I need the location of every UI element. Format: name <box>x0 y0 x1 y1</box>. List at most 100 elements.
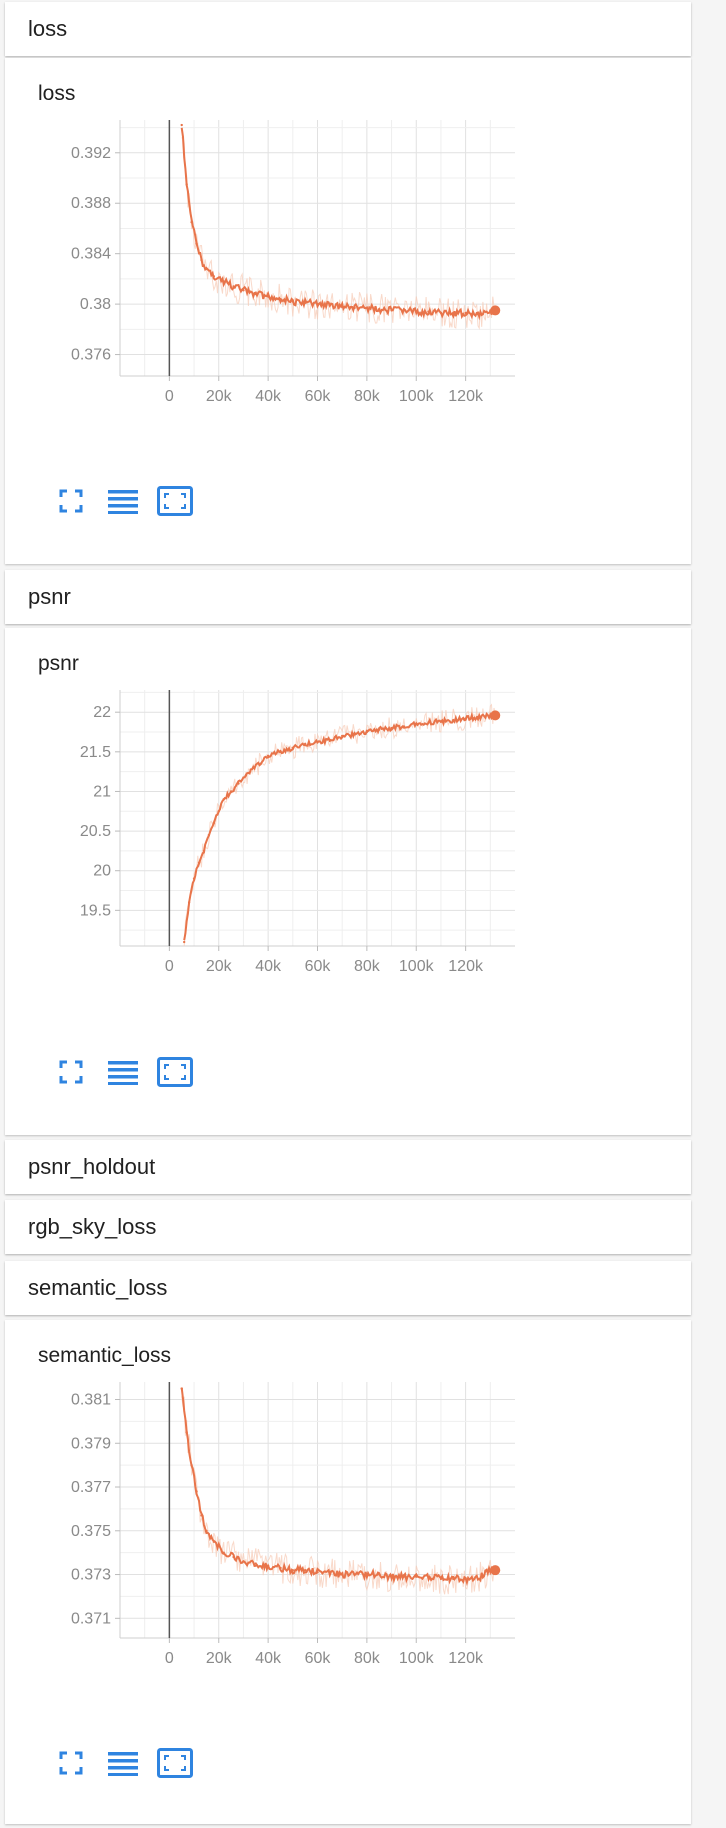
data-point <box>291 1568 295 1572</box>
data-point <box>378 307 381 311</box>
data-list-icon <box>108 1752 138 1776</box>
y-tick-label: 0.376 <box>71 347 111 364</box>
data-point <box>365 306 369 310</box>
y-tick-label: 0.384 <box>71 246 111 263</box>
data-point <box>316 741 319 744</box>
fullscreen-icon <box>59 489 83 513</box>
x-tick-label: 120k <box>448 1650 484 1667</box>
data-point <box>340 734 344 738</box>
series-raw-line <box>181 1396 496 1595</box>
y-tick-label: 0.375 <box>71 1523 111 1540</box>
chart-title: loss <box>38 82 76 105</box>
data-point <box>390 1575 393 1578</box>
data-point <box>217 810 220 813</box>
series-end-marker <box>490 710 501 721</box>
fullscreen-button[interactable] <box>53 1054 89 1090</box>
data-point <box>212 1540 216 1543</box>
data-point <box>200 258 203 262</box>
data-point <box>237 782 240 785</box>
pane-header-psnr[interactable]: psnr <box>5 570 691 624</box>
series-line <box>180 1387 497 1587</box>
x-tick-label: 80k <box>354 958 381 975</box>
data-point <box>291 300 295 303</box>
data-point <box>476 313 480 316</box>
data-list-button[interactable] <box>105 1054 141 1090</box>
fullscreen-button[interactable] <box>53 1745 89 1781</box>
y-tick-label: 21.5 <box>80 744 111 761</box>
data-point <box>365 730 369 734</box>
x-tick-label: 120k <box>448 388 484 405</box>
y-tick-label: 0.392 <box>71 145 111 162</box>
chart-card-semantic-loss: semantic_loss 0.371 0.373 0.375 0.377 0.379 0… <box>5 1320 691 1824</box>
x-tick-label: 40k <box>255 1650 282 1667</box>
data-point <box>415 1575 418 1578</box>
data-list-icon <box>108 490 138 514</box>
x-tick-label: 100k <box>399 388 435 405</box>
data-point <box>254 1562 257 1565</box>
y-tick-label: 0.377 <box>71 1479 111 1496</box>
series-line <box>183 711 497 941</box>
series-end-marker <box>490 1565 501 1576</box>
y-tick-label: 0.371 <box>71 1610 111 1627</box>
data-point <box>464 717 467 720</box>
data-point <box>439 720 443 723</box>
fit-domain-button[interactable] <box>157 1054 193 1090</box>
data-list-button[interactable] <box>105 483 141 519</box>
y-tick-label: 19.5 <box>80 902 111 919</box>
x-tick-label: 40k <box>255 958 282 975</box>
fit-domain-button[interactable] <box>157 1745 193 1781</box>
pane-header-loss[interactable]: loss <box>5 2 691 56</box>
psnr-chart[interactable]: 19.5 20 20.5 21 21.5 22 0 20k 40k 60k 80k 100k 120k <box>5 628 691 1088</box>
chart-title: psnr <box>38 652 79 675</box>
data-point <box>328 304 332 307</box>
x-tick-label: 0 <box>165 388 174 405</box>
data-point <box>476 1577 480 1581</box>
data-point <box>266 754 270 757</box>
fit-domain-button[interactable] <box>157 483 193 519</box>
data-point <box>254 292 257 296</box>
semantic-loss-chart[interactable]: 0.371 0.373 0.375 0.377 0.379 0.381 0 20k 40k 60k… <box>5 1320 691 1780</box>
pane-header-psnr-holdout[interactable]: psnr_holdout <box>5 1140 691 1194</box>
data-point <box>180 123 183 127</box>
x-tick-label: 20k <box>206 1650 233 1667</box>
data-point <box>190 1463 193 1467</box>
fullscreen-button[interactable] <box>53 483 89 519</box>
data-point <box>190 220 193 224</box>
data-point <box>316 1571 319 1574</box>
data-point <box>439 311 443 315</box>
fit-domain-icon <box>157 1057 193 1087</box>
data-point <box>316 302 319 306</box>
data-point <box>464 1577 467 1581</box>
x-tick-label: 0 <box>165 1650 174 1667</box>
x-tick-label: 40k <box>255 388 282 405</box>
pane-header-label: loss <box>28 16 68 41</box>
pane-header-semantic-loss[interactable]: semantic_loss <box>5 1261 691 1315</box>
loss-chart[interactable]: 0.376 0.38 0.384 0.388 0.392 0 20k 40k 60k 80k 100… <box>5 58 691 518</box>
chart-controls <box>53 483 209 519</box>
data-point <box>279 750 282 754</box>
x-tick-label: 60k <box>305 1650 332 1667</box>
data-point <box>279 297 282 301</box>
data-point <box>402 1575 406 1578</box>
chart-card-psnr: psnr 19.5 20 20.5 21 21.5 22 0 20k 40k 60k 80k 100k… <box>5 628 691 1135</box>
data-point <box>303 1568 307 1572</box>
y-tick-label: 0.388 <box>71 195 111 212</box>
data-point <box>390 726 393 730</box>
data-point <box>353 733 356 736</box>
pane-header-rgb-sky-loss[interactable]: rgb_sky_loss <box>5 1200 691 1254</box>
y-tick-label: 20.5 <box>80 823 111 840</box>
pane-header-label: psnr_holdout <box>28 1154 156 1179</box>
x-tick-label: 0 <box>165 958 174 975</box>
data-point <box>390 309 393 312</box>
data-point <box>192 877 196 880</box>
y-tick-label: 20 <box>93 863 111 880</box>
data-point <box>266 295 270 298</box>
x-tick-label: 80k <box>354 1650 381 1667</box>
data-point <box>353 1573 356 1576</box>
data-point <box>340 1573 344 1576</box>
series-raw-line <box>183 703 496 947</box>
x-tick-label: 100k <box>399 958 435 975</box>
data-list-button[interactable] <box>105 1745 141 1781</box>
data-point <box>200 1514 203 1517</box>
data-point <box>185 183 188 186</box>
